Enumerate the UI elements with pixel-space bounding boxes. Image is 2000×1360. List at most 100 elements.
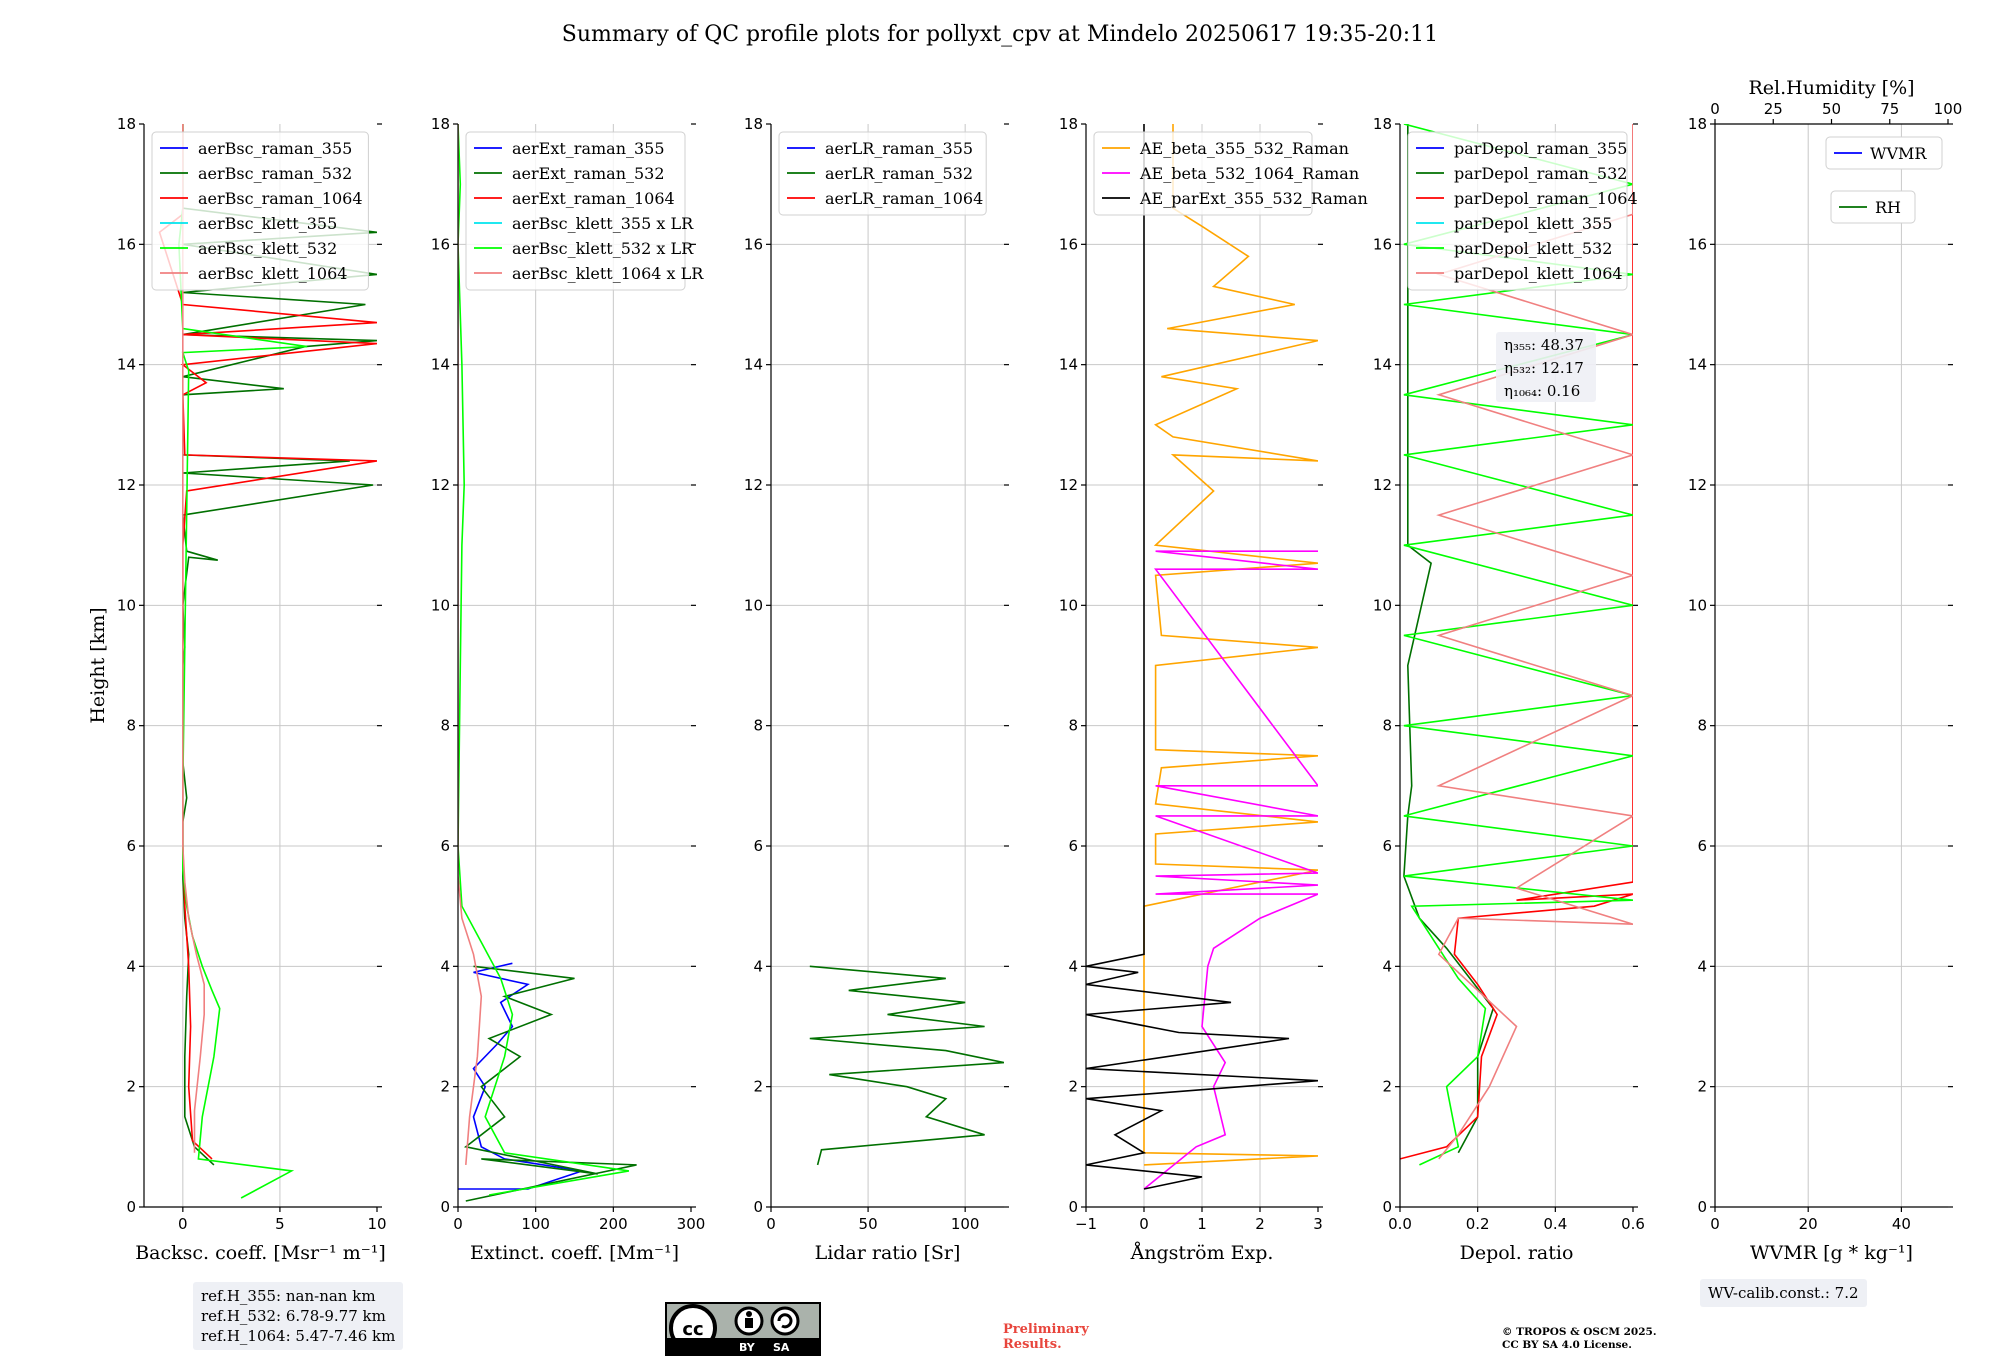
x-tick-label: 0 [766,1215,776,1233]
refh-355: ref.H_355: nan-nan km [201,1287,376,1305]
legend-label: aerExt_raman_1064 [512,189,675,208]
wv-calibration-box: WV-calib.const.: 7.2 [1700,1279,1867,1307]
y-tick-label: 12 [431,476,450,494]
y-tick-label: 0 [1697,1198,1707,1216]
y-tick-label: 2 [1068,1078,1078,1096]
series-group [158,124,377,1199]
x-top-tick-label: 75 [1880,100,1899,118]
y-tick-label: 8 [1068,717,1078,735]
y-tick-label: 2 [753,1078,763,1096]
panel-bsc: 0 2 4 6 8 10 12 14 16 18 0 5 10 Backsc. coeff. [Msr⁻¹… [87,115,387,1264]
legend-label: parDepol_klett_532 [1454,239,1612,258]
legend-box [465,131,686,291]
x-axis-label: Lidar ratio [Sr] [815,1242,961,1264]
badge-by-label: BY [739,1341,755,1354]
cc-letters: cc [682,1319,703,1338]
legend-label: parDepol_klett_355 [1454,214,1612,233]
eta-annotation: η₃₅₅: 48.37 [1504,336,1584,354]
y-tick-label: 18 [1059,115,1078,133]
x-tick-label: 0.6 [1621,1215,1645,1233]
x-tick-label: 10 [367,1215,386,1233]
y-tick-label: 8 [440,717,450,735]
y-tick-label: 6 [1697,837,1707,855]
x-tick-label: 300 [677,1215,706,1233]
y-tick-label: 18 [1373,115,1392,133]
y-tick-label: 6 [1382,837,1392,855]
legend-label: parDepol_raman_532 [1454,164,1627,183]
legend-label: parDepol_raman_355 [1454,139,1627,158]
x-tick-label: 0 [453,1215,463,1233]
cc-license-badge: cc BY SA [665,1302,821,1356]
y-tick-label: 4 [440,957,450,975]
x-tick-label: 0.0 [1388,1215,1412,1233]
legend-box [1407,131,1628,291]
series-line-aerext-raman-355 [458,962,583,1190]
cc-badge-bottom: BY SA [665,1340,821,1356]
figure-title: Summary of QC profile plots for pollyxt_… [561,22,1439,47]
legend-label: AE_beta_532_1064_Raman [1139,164,1359,183]
x-axis-label: WVMR [g * kg⁻¹] [1750,1242,1913,1264]
y-tick-label: 0 [126,1198,136,1216]
x-tick-label: 1 [1197,1215,1207,1233]
y-tick-label: 12 [1688,476,1707,494]
series-line-aerext-raman-532 [463,965,637,1202]
series-line-aerlr-raman-532 [809,965,1004,1166]
eta-annotation-box [1496,332,1596,402]
series-group [809,965,1004,1166]
legend-label: aerLR_raman_1064 [825,189,983,208]
legend-label: parDepol_klett_1064 [1454,264,1623,283]
y-tick-label: 4 [753,957,763,975]
x-tick-label: 2 [1255,1215,1265,1233]
y-tick-label: 2 [126,1078,136,1096]
y-tick-label: 14 [1373,356,1392,374]
y-tick-label: 0 [1382,1198,1392,1216]
x-tick-label: −1 [1075,1215,1097,1233]
y-tick-label: 12 [117,476,136,494]
y-tick-label: 2 [1382,1078,1392,1096]
legend-label: RH [1875,198,1901,217]
series-line-aerbsc-klett-532-x-lr [458,124,630,1196]
legend-label: aerBsc_klett_355 [198,214,337,233]
y-tick-label: 18 [1688,115,1707,133]
cc-badge-top: cc [665,1302,821,1352]
y-tick-label: 4 [1697,957,1707,975]
x-tick-label: 3 [1313,1215,1323,1233]
y-tick-label: 0 [753,1198,763,1216]
y-tick-label: 0 [1068,1198,1078,1216]
series-group [458,124,637,1202]
x-top-tick-label: 25 [1764,100,1783,118]
x-top-tick-label: 100 [1934,100,1963,118]
y-tick-label: 12 [1373,476,1392,494]
series-line-ae-beta-355-532-raman [1143,124,1318,1166]
preliminary-line-2: Results. [1003,1337,1062,1352]
by-person-body [745,1318,753,1328]
x-axis-label: Depol. ratio [1460,1242,1574,1264]
legend-box [151,131,369,291]
y-tick-label: 6 [440,837,450,855]
legend-label: parDepol_raman_1064 [1454,189,1638,208]
legend-label: AE_parExt_355_532_Raman [1139,189,1368,208]
y-tick-label: 4 [1068,957,1078,975]
x-tick-label: 0.2 [1466,1215,1490,1233]
y-tick-label: 8 [126,717,136,735]
y-tick-label: 16 [1059,235,1078,253]
legend-box [778,131,987,216]
x-tick-label: 0 [1139,1215,1149,1233]
y-tick-label: 10 [431,596,450,614]
x-tick-label: 100 [521,1215,550,1233]
series-line-pardepol-raman-1064 [1400,124,1633,1160]
legend-label: aerBsc_raman_1064 [198,189,363,208]
x-axis-label: Extinct. coeff. [Mm⁻¹] [470,1242,679,1264]
y-tick-label: 2 [1697,1078,1707,1096]
y-tick-label: 14 [117,356,136,374]
legend-label: AE_beta_355_532_Raman [1139,139,1349,158]
y-tick-label: 8 [753,717,763,735]
legend-box [1825,136,1943,170]
sa-arrow-path [777,1313,793,1329]
legend-label: aerLR_raman_532 [825,164,973,183]
y-tick-label: 12 [744,476,763,494]
y-tick-label: 6 [126,837,136,855]
